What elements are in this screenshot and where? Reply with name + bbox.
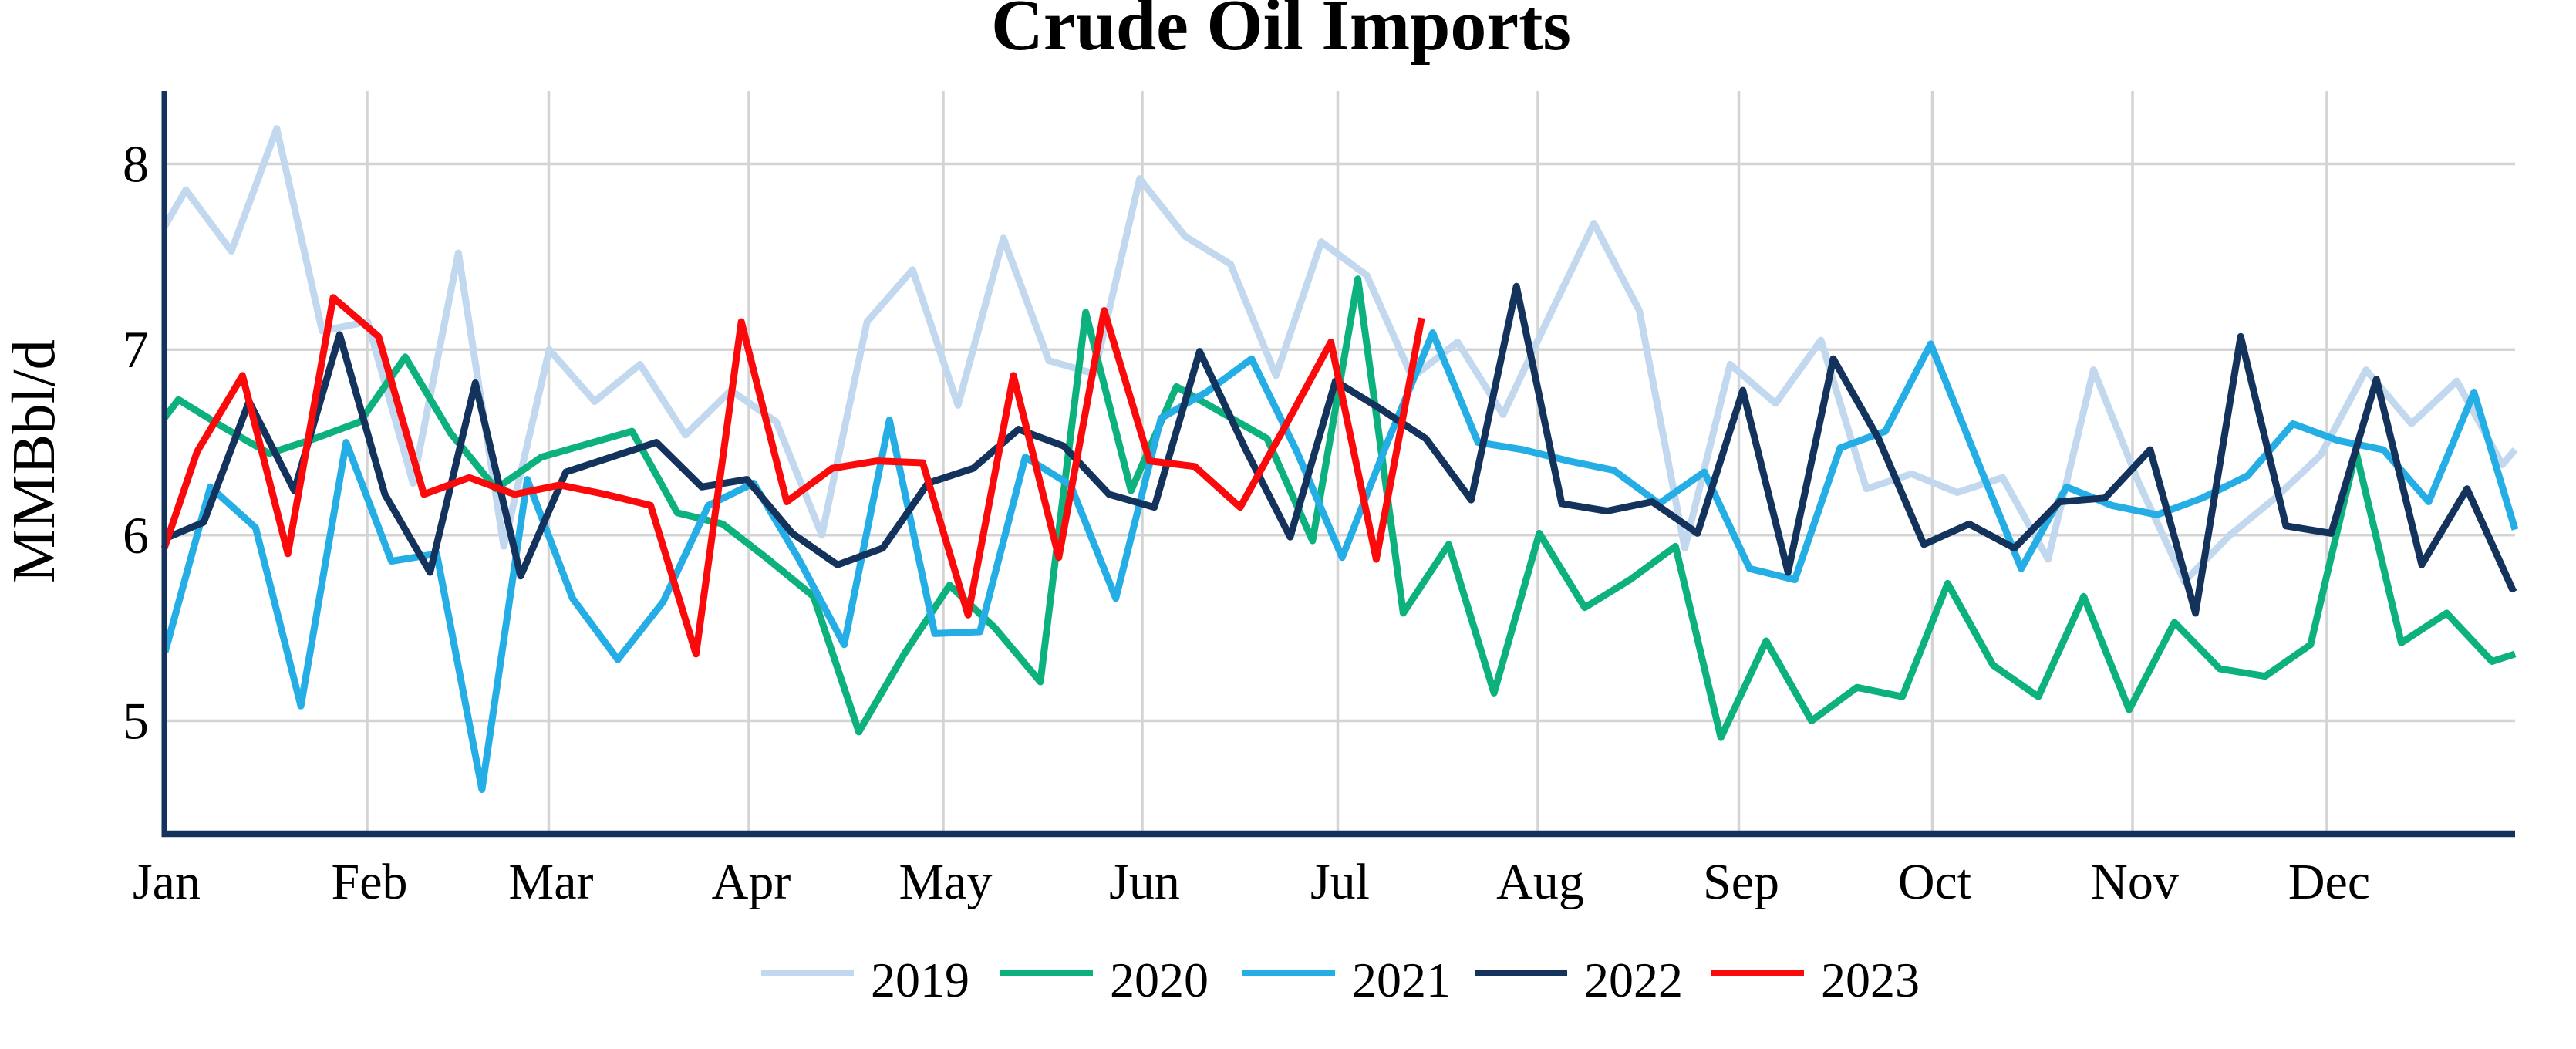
svg-text:Jan: Jan (133, 854, 201, 910)
svg-text:8: 8 (123, 135, 149, 194)
svg-text:6: 6 (123, 506, 149, 565)
svg-text:Aug: Aug (1496, 854, 1584, 910)
svg-text:Feb: Feb (332, 854, 408, 910)
svg-text:May: May (899, 854, 993, 910)
svg-text:Nov: Nov (2091, 854, 2179, 910)
svg-text:Sep: Sep (1703, 854, 1779, 910)
svg-text:MMBbl/d: MMBbl/d (1, 339, 68, 583)
svg-text:Crude Oil Imports: Crude Oil Imports (991, 0, 1571, 66)
svg-text:Jun: Jun (1109, 854, 1180, 910)
svg-text:2019: 2019 (871, 953, 969, 1007)
svg-text:2023: 2023 (1821, 953, 1920, 1007)
svg-text:2020: 2020 (1110, 953, 1209, 1007)
svg-text:Oct: Oct (1898, 854, 1971, 910)
svg-text:Jul: Jul (1310, 854, 1370, 910)
svg-text:7: 7 (123, 320, 149, 379)
svg-text:Dec: Dec (2288, 854, 2370, 910)
svg-text:2022: 2022 (1584, 953, 1683, 1007)
svg-text:Apr: Apr (712, 854, 791, 910)
svg-text:5: 5 (123, 692, 149, 750)
svg-text:2021: 2021 (1352, 953, 1451, 1007)
svg-text:Mar: Mar (509, 854, 594, 910)
